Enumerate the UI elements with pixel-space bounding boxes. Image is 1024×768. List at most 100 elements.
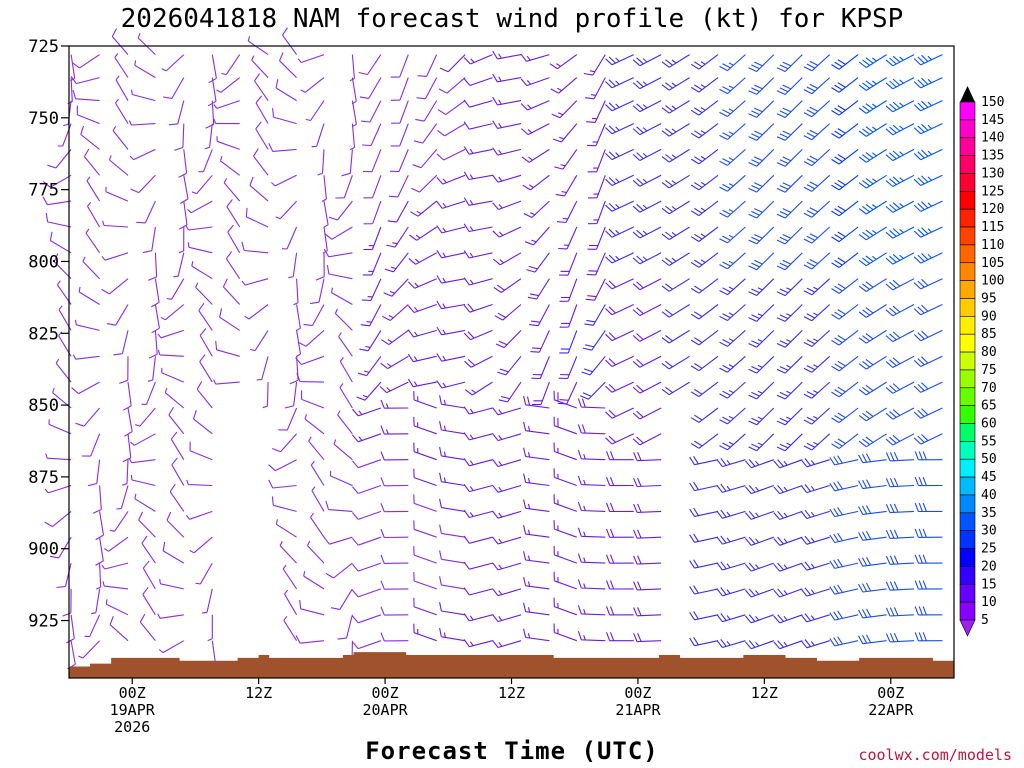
wind-barb-path (363, 175, 382, 199)
wind-barb-path (463, 509, 493, 519)
wind-barb-path (492, 433, 522, 442)
wind-barb-path (716, 483, 746, 493)
wind-barb (605, 355, 634, 367)
wind-barb-path (147, 356, 156, 382)
wind-barb (858, 634, 887, 645)
wind-barb-path (174, 123, 185, 151)
wind-barb (803, 54, 831, 72)
wind-barb (275, 519, 297, 538)
wind-barb-path (553, 571, 577, 590)
wind-barb-path (523, 628, 550, 642)
colorbar-label: 85 (981, 327, 997, 342)
wind-barb (689, 637, 719, 647)
wind-barb (349, 123, 356, 151)
wind-barb-path (858, 453, 887, 464)
wind-barb (719, 200, 746, 218)
wind-barb-path (113, 330, 129, 356)
wind-barb (492, 50, 522, 60)
wind-barb (553, 442, 577, 461)
wind-barb (362, 252, 382, 276)
colorbar-swatch (959, 101, 976, 121)
wind-barb (744, 640, 774, 650)
wind-barb-path (661, 123, 690, 137)
wind-barb (178, 201, 188, 230)
wind-barb (328, 200, 353, 221)
wind-barb (690, 123, 719, 139)
wind-barb (226, 199, 241, 228)
wind-barb (885, 100, 915, 113)
wind-barb-path (829, 532, 859, 544)
wind-barb (249, 176, 269, 202)
wind-barb-path (744, 640, 774, 650)
wind-barb (885, 54, 915, 67)
wind-barb-path (75, 319, 100, 331)
wind-barb-path (310, 278, 325, 305)
colorbar-label: 95 (981, 291, 997, 306)
wind-barb-path (436, 200, 466, 209)
wind-barb (134, 493, 156, 512)
wind-barb (803, 174, 831, 192)
wind-barb (187, 200, 213, 214)
wind-barb-path (633, 477, 662, 488)
wind-barb-path (885, 381, 915, 394)
wind-barb (142, 226, 156, 254)
wind-barb-path (858, 278, 887, 292)
wind-barb (464, 381, 493, 396)
wind-barb-path (690, 148, 719, 165)
wind-barb (577, 605, 606, 616)
wind-barb (463, 535, 493, 544)
wind-barb (157, 349, 184, 357)
wind-barb-path (439, 524, 466, 538)
wind-barb (115, 98, 129, 124)
wind-barb (858, 304, 887, 318)
wind-barb (914, 606, 943, 616)
wind-barb-path (605, 329, 634, 342)
wind-barb (632, 123, 662, 136)
wind-barb-path (390, 100, 409, 124)
wind-barb-path (690, 278, 719, 294)
wind-barb (44, 484, 72, 494)
wind-barb (831, 148, 859, 165)
wind-barb (858, 531, 887, 541)
wind-barb-path (463, 171, 493, 181)
wind-barb (632, 100, 662, 113)
wind-barb (773, 510, 803, 521)
wind-barb-path (278, 407, 298, 431)
wind-barb-path (138, 511, 156, 538)
wind-barb-path (148, 252, 158, 281)
wind-barb-path (719, 304, 746, 321)
wind-barb (803, 252, 831, 270)
wind-barb-path (330, 588, 353, 610)
wind-barb-path (776, 77, 803, 95)
wind-barb-path (553, 494, 577, 512)
wind-barb (605, 148, 634, 161)
wind-barb (492, 458, 522, 468)
wind-barb (159, 578, 184, 590)
wind-barb (436, 225, 466, 234)
colorbar-swatch (959, 333, 976, 353)
wind-barb (213, 379, 240, 385)
wind-barb-path (632, 252, 662, 265)
wind-barb-path (555, 175, 578, 197)
wind-barb (151, 304, 160, 334)
x-tick-label: 2026 (114, 718, 150, 736)
wind-barb-path (275, 519, 297, 538)
wind-barb (586, 252, 606, 276)
wind-barb (521, 148, 550, 163)
wind-barb (800, 458, 830, 468)
wind-barb-path (885, 503, 915, 514)
wind-barb-path (492, 120, 522, 129)
wind-barb (632, 226, 662, 239)
wind-barb (436, 249, 466, 259)
wind-barb (300, 77, 325, 93)
wind-barb-path (689, 507, 719, 517)
colorbar-label: 35 (981, 506, 997, 521)
wind-barb (776, 433, 803, 452)
wind-barb (141, 535, 156, 564)
wind-barb (632, 407, 662, 420)
wind-barb-path (885, 54, 915, 67)
wind-barb-path (333, 439, 353, 461)
wind-barb (390, 54, 409, 78)
wind-barb (386, 226, 409, 248)
